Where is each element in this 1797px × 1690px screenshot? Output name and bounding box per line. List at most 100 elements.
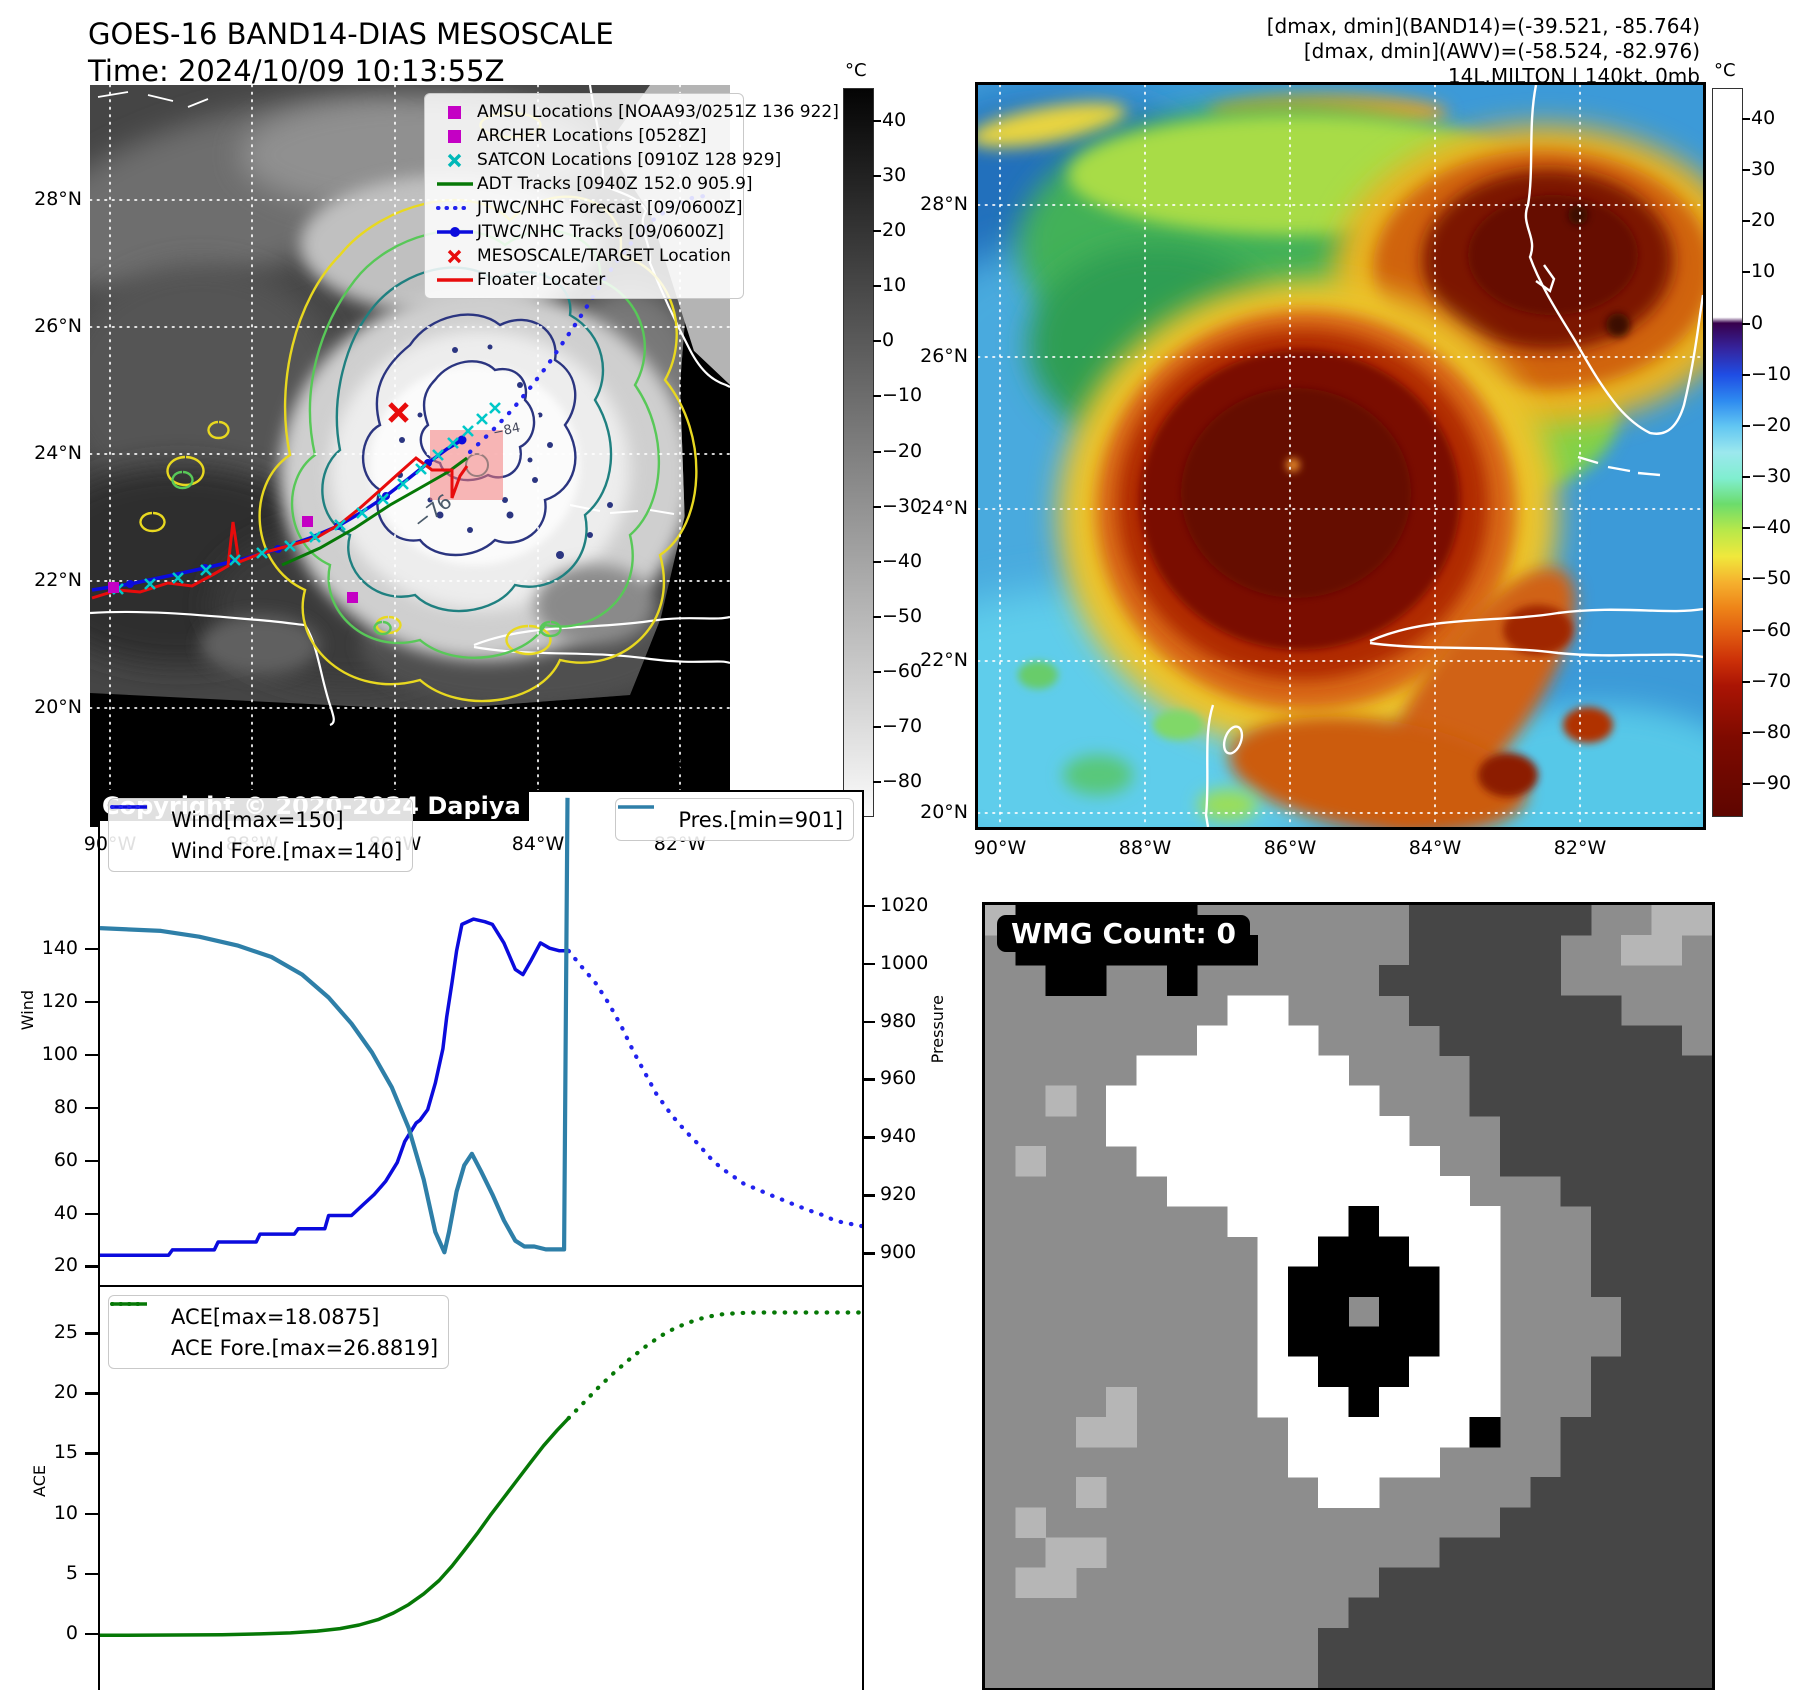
swath-edge-dark: [610, 351, 730, 827]
amsu-archer-markers: [108, 516, 358, 603]
goes-cloud-imagery: [90, 85, 730, 710]
ir-colorbar-tick-mark: [1742, 117, 1750, 120]
y-tick-label: 960: [880, 1067, 917, 1090]
y-tick-label: 100: [41, 1042, 78, 1065]
goes-time: Time: 2024/10/09 10:13:55Z: [88, 54, 505, 88]
goes-colorbar-tick: −50: [882, 604, 923, 627]
coastlines: [1204, 84, 1705, 828]
ir-lon-tick: 86°W: [1263, 837, 1317, 859]
y-tick-mark: [85, 1159, 98, 1163]
y-tick-label: 120: [41, 989, 78, 1012]
ir-colorbar-tick: −80: [1751, 721, 1792, 744]
y-tick-label: 5: [65, 1561, 78, 1584]
goes-lat-tick: 28°N: [34, 188, 82, 210]
y-tick-label: 1000: [880, 951, 929, 974]
ir-colorbar-tick-mark: [1742, 220, 1750, 223]
y-tick-label: 40: [53, 1201, 78, 1224]
y-tick-mark: [862, 1020, 875, 1024]
y-tick-label: 1020: [880, 893, 929, 916]
y-tick-mark: [85, 1053, 98, 1057]
goes-colorbar-tick-mark: [873, 120, 881, 123]
ir-colorbar-tick-mark: [1742, 373, 1750, 376]
goes-colorbar-tick: −60: [882, 659, 923, 682]
legend-item-label: ADT Tracks [0940Z 152.0 905.9]: [477, 174, 753, 194]
cays: [569, 504, 675, 515]
mesoscale-target-box: [430, 430, 503, 500]
y-tick-label: 140: [41, 936, 78, 959]
line-marker-legend-marker: [437, 227, 473, 237]
y-tick-label: 10: [53, 1501, 78, 1524]
eye-warm-spot: [1286, 458, 1300, 472]
y-tick-label: 980: [880, 1009, 917, 1032]
ir-lon-tick: 90°W: [973, 837, 1027, 859]
goes-map-legend: AMSU Locations [NOAA93/0251Z 136 922] ARC…: [424, 93, 839, 299]
ir-colorbar-tick-mark: [1742, 424, 1750, 427]
yucatan-coastline: [89, 610, 335, 727]
y-tick-mark: [85, 1392, 98, 1395]
ir-lat-tick: 20°N: [920, 801, 968, 823]
goes-lat-tick: 20°N: [34, 696, 82, 718]
goes-colorbar-tick: 0: [882, 329, 895, 352]
dotted-legend-marker: [110, 1302, 148, 1306]
storm-tracks: [91, 192, 713, 603]
ir-colorbar-tick-mark: [1742, 271, 1750, 274]
ir-colorbar-tick-mark: [1742, 680, 1750, 683]
series-ACE Fore.[max=26.8819]: [566, 1310, 862, 1421]
legend-item-label: ACE[max=18.0875]: [171, 1304, 380, 1329]
y-tick-mark: [85, 1000, 98, 1004]
goes-colorbar-unit: °C: [845, 60, 867, 81]
ir-colorbar: [1712, 88, 1743, 817]
legend-item: JTWC/NHC Tracks [09/0600Z]: [433, 220, 735, 244]
legend-item-label: Floater Locater: [477, 270, 606, 290]
y-tick-label: 900: [880, 1241, 917, 1264]
legend-item: MESOSCALE/TARGET Location: [433, 244, 735, 268]
y-tick-label: 0: [65, 1621, 78, 1644]
ir-colorbar-tick-mark: [1742, 322, 1750, 325]
line-legend-marker: [437, 182, 473, 186]
ir-satellite-map: [975, 82, 1706, 830]
cross-legend-marker: [447, 153, 462, 168]
legend-item: ACE[max=18.0875]: [111, 1301, 438, 1332]
wmg-grid-image: [985, 905, 1712, 1688]
goes-title-block: GOES-16 BAND14-DIAS MESOSCALE Time: 2024…: [88, 16, 614, 90]
goes-colorbar-tick-mark: [873, 505, 881, 508]
goes-colorbar-tick: 10: [882, 274, 907, 297]
tampa-bay: [1535, 264, 1556, 293]
legend-item: AMSU Locations [NOAA93/0251Z 136 922]: [433, 100, 839, 124]
latlon-grid: [977, 84, 1704, 828]
line-legend-marker: [618, 805, 655, 809]
ir-colorbar-tick: −40: [1751, 516, 1792, 539]
goes-colorbar-tick: 30: [882, 164, 907, 187]
goes-title: GOES-16 BAND14-DIAS MESOSCALE: [88, 17, 614, 51]
ir-lon-tick: 88°W: [1118, 837, 1172, 859]
wmg-panel: WMG Count: 0: [982, 902, 1715, 1690]
goes-lon-tick: 84°W: [511, 833, 565, 855]
ir-colorbar-tick: −70: [1751, 669, 1792, 692]
ir-lon-tick: 82°W: [1553, 837, 1607, 859]
ir-colorbar-tick-mark: [1742, 476, 1750, 479]
adt-track: [281, 456, 468, 567]
ir-colorbar-tick-mark: [1742, 783, 1750, 786]
pressure-legend: Pres.[min=901]: [615, 798, 854, 841]
legend-item-label: ARCHER Locations [0528Z]: [477, 126, 707, 146]
legend-item-label: Wind[max=150]: [171, 807, 344, 832]
ir-colorbar-tick: −20: [1751, 413, 1792, 436]
goes-lat-tick: 22°N: [34, 569, 82, 591]
series-Pres.[min=901]: [100, 797, 570, 1255]
cross-legend-marker: [447, 249, 462, 264]
y-tick-mark: [85, 1512, 98, 1516]
y-tick-mark: [85, 947, 98, 951]
goes-colorbar-tick-mark: [873, 450, 881, 453]
y-tick-label: 60: [53, 1148, 78, 1171]
ir-colorbar-tick: 0: [1751, 311, 1764, 334]
wmg-count-badge: WMG Count: 0: [997, 915, 1250, 952]
legend-item: JTWC/NHC Forecast [09/0600Z]: [433, 196, 742, 220]
goes-lat-tick: 26°N: [34, 315, 82, 337]
dotted-legend-marker: [436, 206, 474, 210]
square-legend-marker: [448, 106, 461, 119]
goes-colorbar-tick-mark: [873, 340, 881, 343]
goes-colorbar-tick-mark: [873, 670, 881, 673]
y-tick-mark: [85, 1452, 98, 1455]
goes-colorbar-tick: −30: [882, 494, 923, 517]
